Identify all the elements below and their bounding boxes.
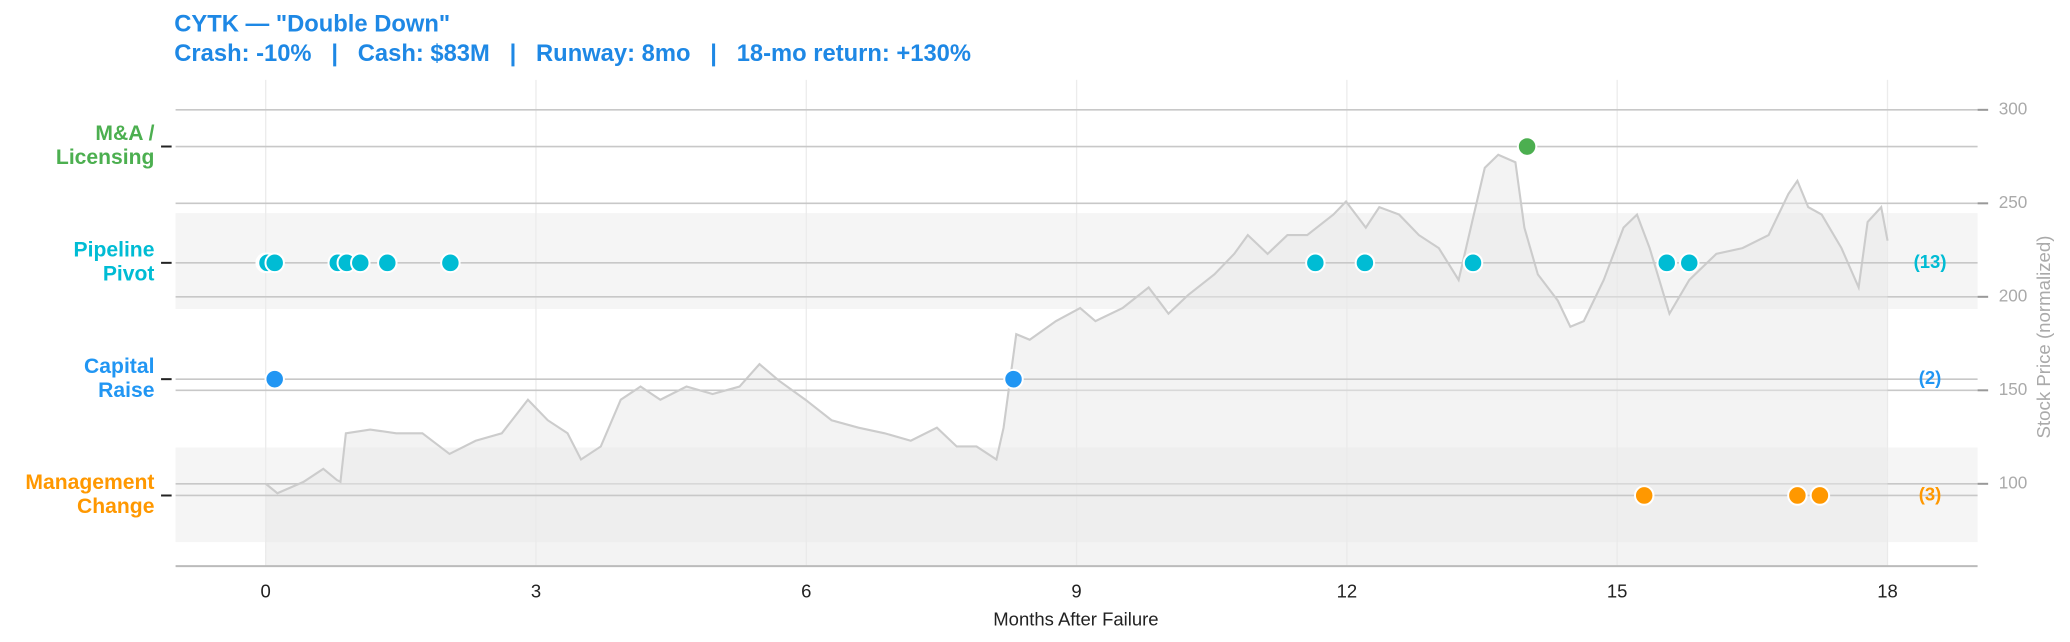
row-label: Change: [77, 495, 155, 518]
y2-tick-label: 200: [1999, 285, 2028, 305]
y2-tick-label: 150: [1999, 379, 2028, 399]
event-dot: [1516, 136, 1538, 157]
event-count: (3): [1919, 483, 1942, 504]
event-dot: [1354, 252, 1376, 274]
event-dot: [1003, 368, 1024, 390]
x-tick-label: 6: [801, 581, 811, 602]
event-dot: [264, 368, 285, 390]
event-dot: [377, 252, 398, 274]
chart-title: CYTK — "Double Down": [174, 11, 450, 38]
event-count: (13): [1914, 251, 1947, 272]
x-tick-label: 15: [1607, 581, 1628, 602]
x-tick-label: 9: [1071, 581, 1081, 602]
row-label: Management: [25, 471, 154, 494]
row-label: Capital: [84, 355, 154, 378]
row-label: Pipeline: [74, 238, 155, 261]
row-label: Pivot: [103, 262, 155, 285]
event-dot: [264, 252, 285, 274]
price-layer: [265, 153, 1889, 567]
event-dot: [1787, 485, 1808, 506]
x-tick-label: 0: [261, 581, 271, 602]
price-line: [265, 153, 1889, 495]
row-label: Raise: [98, 379, 155, 402]
y2-axis-label: Stock Price (normalized): [2033, 236, 2054, 439]
event-dot: [350, 252, 371, 274]
row-label: Licensing: [56, 146, 155, 169]
event-dot: [1656, 252, 1677, 274]
event-count: (2): [1919, 367, 1942, 388]
x-tick-label: 18: [1877, 581, 1898, 602]
y2-tick-label: 100: [1999, 472, 2028, 492]
x-axis-label: Months After Failure: [993, 609, 1158, 630]
chart-subtitle: Crash: -10% | Cash: $83M | Runway: 8mo |…: [174, 40, 971, 67]
x-tick-label: 12: [1337, 581, 1358, 602]
row-label: M&A /: [95, 122, 154, 145]
event-dot: [1305, 252, 1326, 274]
event-dot: [440, 252, 461, 274]
y2-tick-label: 300: [1999, 98, 2028, 118]
price-area: [265, 154, 1888, 567]
event-dot: [1679, 252, 1700, 274]
x-tick-label: 3: [531, 581, 541, 602]
y2-tick-label: 250: [1999, 192, 2028, 212]
event-dot: [1462, 252, 1484, 274]
event-dot: [1809, 485, 1831, 506]
event-dot: [1633, 485, 1655, 506]
